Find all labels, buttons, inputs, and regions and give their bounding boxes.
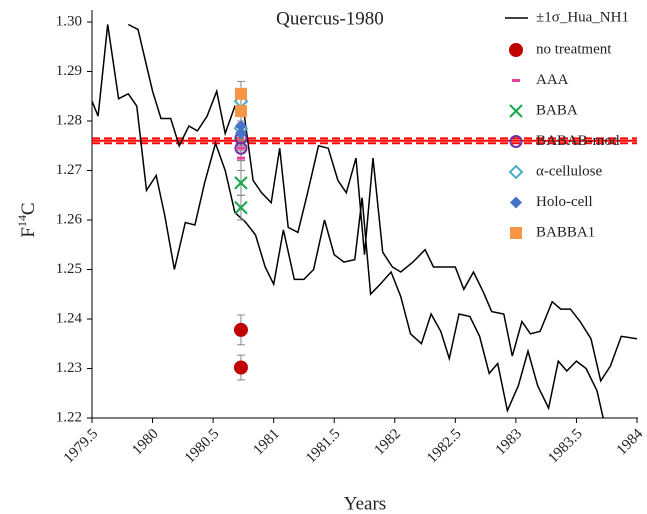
y-label-sup: 14 [15,215,29,227]
point [512,79,520,82]
legend-label: BABBA1 [536,224,595,240]
legend-label: ±1σ_Hua_NH1 [536,9,629,25]
point [234,105,247,118]
x-tick-label: 1981 [250,426,283,459]
point [509,135,523,148]
legend-label: AAA [536,72,569,88]
point [236,146,245,150]
band-line [92,24,604,418]
x-tick-label: 1979.5 [61,426,101,466]
y-tick-label: 1.26 [56,211,83,227]
point [234,87,247,100]
x-tick-label: 1982 [372,426,405,459]
point [234,176,248,190]
y-tick-label: 1.29 [56,63,82,79]
x-axis-label: Years [344,493,386,514]
x-tick-label: 1982.5 [424,426,464,466]
x-tick-label: 1980 [129,426,162,459]
y-tick-label: 1.24 [56,310,83,326]
y-label-part: C [18,202,39,215]
chart-title: Quercus-1980 [276,8,384,29]
y-label-part: F [18,227,39,238]
y-tick-label: 1.23 [56,360,82,376]
legend-label: BABA [536,102,578,118]
legend-label: BABAB-mod [536,133,620,149]
legend-label: α-cellulose [536,163,603,179]
point [234,119,247,132]
legend-label: no treatment [536,41,612,57]
point [509,43,523,57]
point [510,227,522,239]
y-tick-label: 1.27 [56,162,83,178]
y-tick-label: 1.25 [56,261,82,277]
point [508,164,524,180]
x-tick-label: 1984 [614,426,647,459]
y-axis-label: F14C [15,202,40,237]
point [234,141,248,155]
x-tick-label: 1983 [493,426,526,459]
point [509,104,523,118]
x-tick-label: 1980.5 [182,426,222,466]
y-tick-label: 1.28 [56,112,82,128]
band-line [127,23,638,383]
point [233,322,248,337]
point [510,196,522,209]
point [236,156,245,160]
y-tick-label: 1.22 [56,409,82,425]
x-tick-label: 1983.5 [545,426,585,466]
y-tick-label: 1.30 [56,13,82,29]
point [234,200,248,215]
x-tick-label: 1981.5 [303,426,343,466]
point [234,127,247,140]
point [233,360,248,375]
legend-label: Holo-cell [536,194,593,210]
